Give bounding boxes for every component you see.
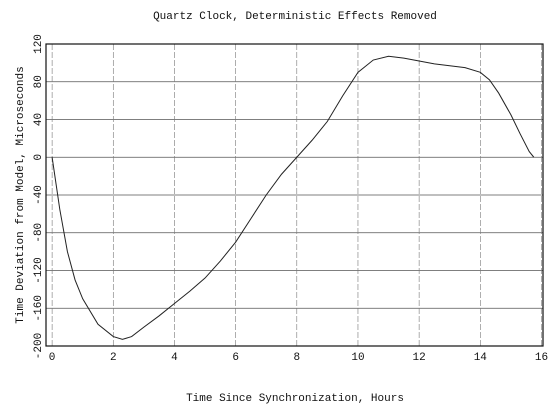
x-tick-label: 10 bbox=[351, 352, 364, 364]
x-tick-label: 6 bbox=[232, 352, 239, 364]
x-tick-label: 12 bbox=[413, 352, 426, 364]
x-tick-label: 4 bbox=[171, 352, 178, 364]
x-axis-label: Time Since Synchronization, Hours bbox=[186, 393, 404, 405]
x-tick-label: 8 bbox=[293, 352, 300, 364]
y-tick-label: -160 bbox=[33, 295, 45, 321]
y-tick-label: -200 bbox=[33, 333, 45, 359]
y-tick-label: -120 bbox=[33, 257, 45, 283]
y-tick-label: 0 bbox=[33, 154, 45, 161]
y-tick-label: 40 bbox=[33, 113, 45, 126]
y-axis-label: Time Deviation from Model, Microseconds bbox=[15, 66, 27, 323]
x-tick-label: 16 bbox=[535, 352, 548, 364]
plot-frame bbox=[45, 43, 544, 347]
x-tick-label: 0 bbox=[49, 352, 56, 364]
y-tick-label: 80 bbox=[33, 75, 45, 88]
x-tick-label: 14 bbox=[474, 352, 488, 364]
y-tick-label: -40 bbox=[33, 185, 45, 205]
chart-title: Quartz Clock, Deterministic Effects Remo… bbox=[153, 11, 437, 23]
x-tick-label: 2 bbox=[110, 352, 117, 364]
y-tick-label: 120 bbox=[33, 34, 45, 54]
data-line bbox=[51, 55, 535, 340]
y-tick-label: -80 bbox=[33, 223, 45, 243]
